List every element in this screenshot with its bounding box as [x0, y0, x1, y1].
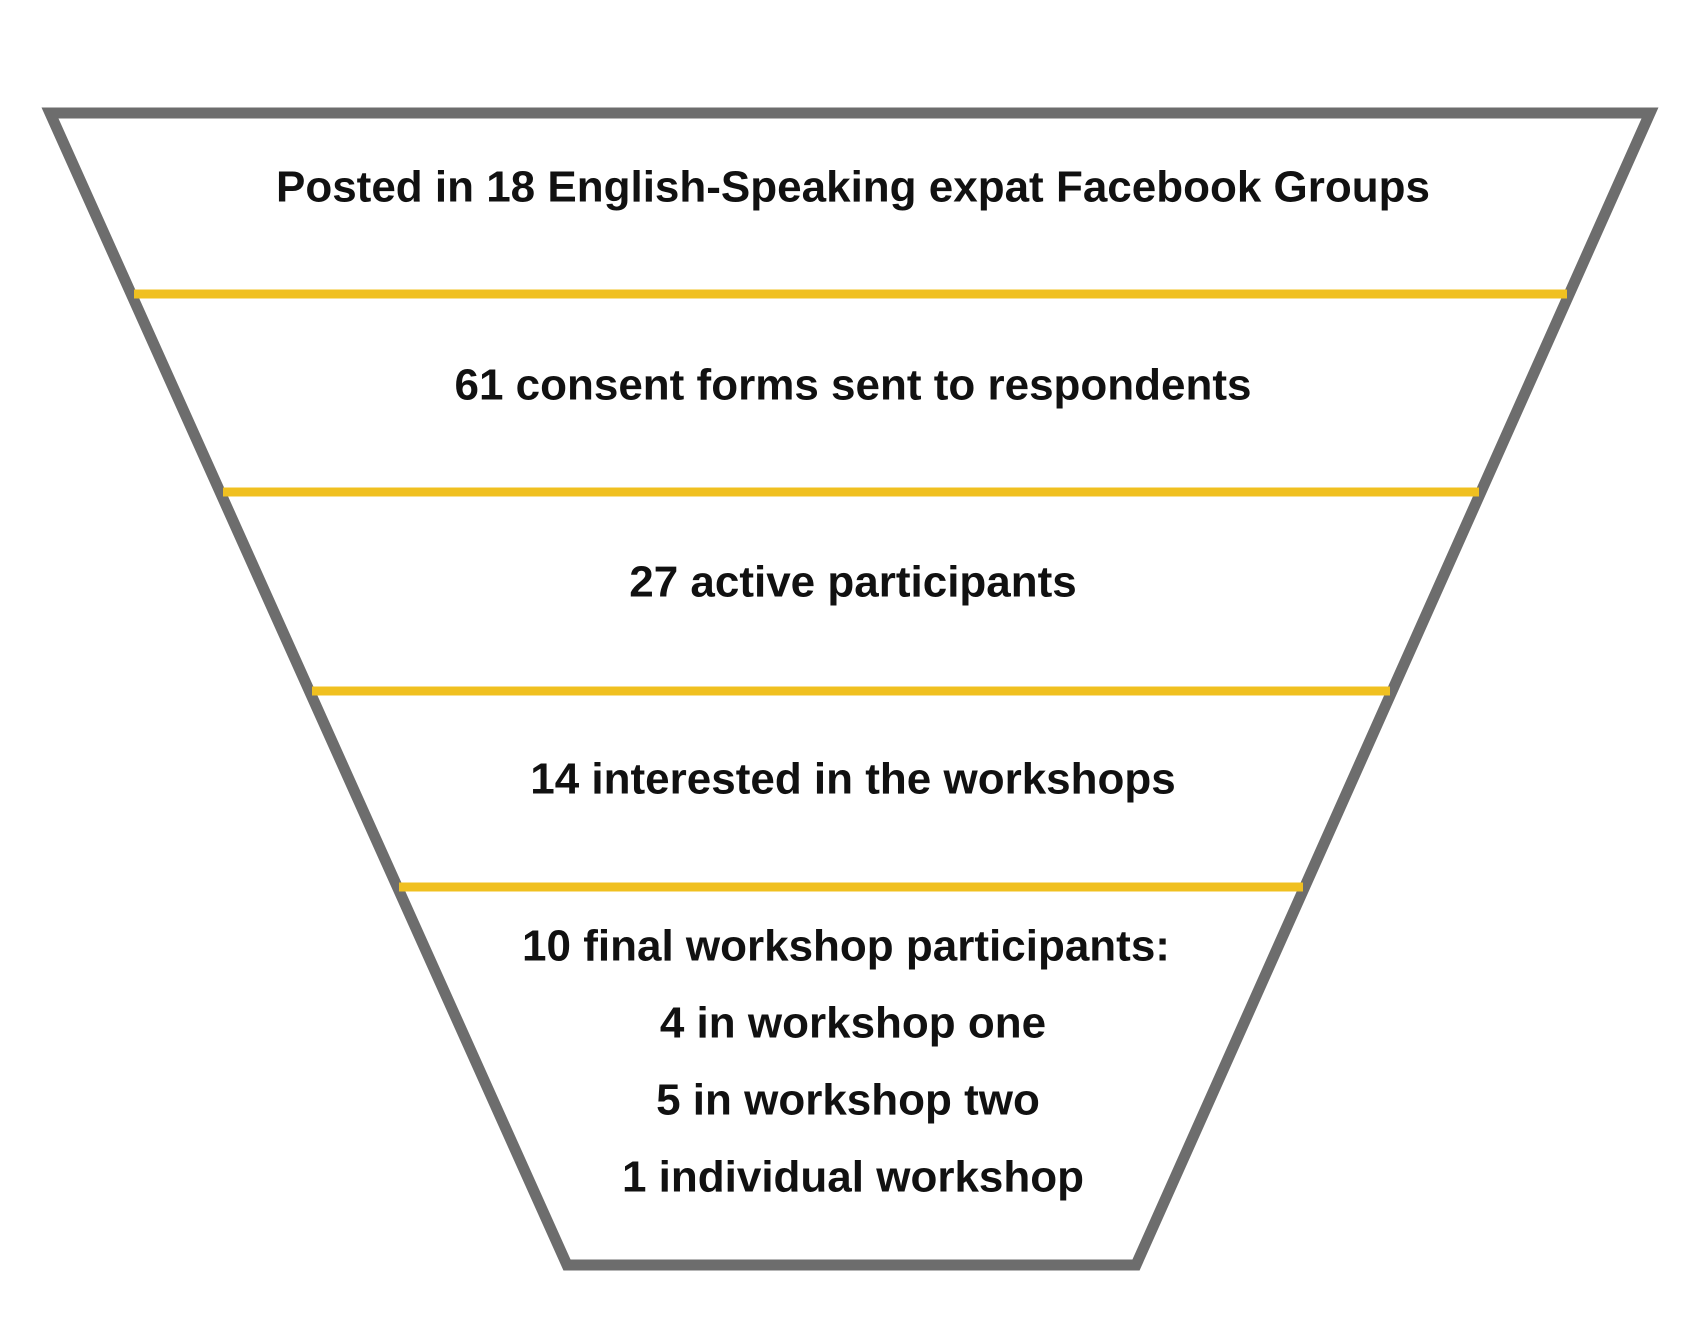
stage-5-label: 10 final workshop participants: — [522, 922, 1170, 971]
stage-5-detail-workshop-two: 5 in workshop two — [656, 1076, 1040, 1125]
stage-2-label: 61 consent forms sent to respondents — [454, 361, 1251, 410]
stage-5-detail-workshop-one: 4 in workshop one — [660, 999, 1046, 1048]
stage-5-detail-individual: 1 individual workshop — [622, 1153, 1084, 1202]
stage-3-label: 27 active participants — [629, 558, 1077, 607]
stage-1-label: Posted in 18 English-Speaking expat Face… — [276, 163, 1430, 212]
stage-4-label: 14 interested in the workshops — [530, 755, 1176, 804]
